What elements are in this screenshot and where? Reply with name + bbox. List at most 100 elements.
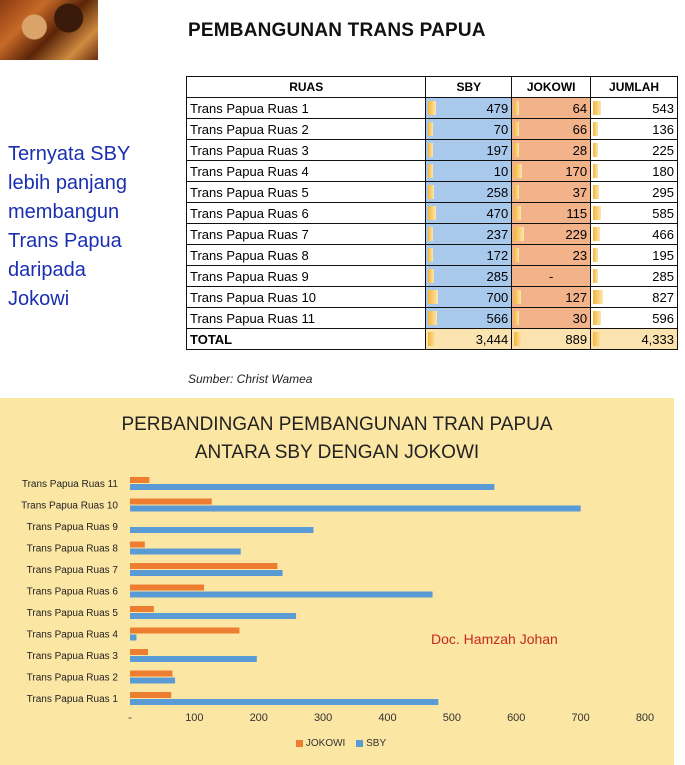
bar-jokowi xyxy=(130,649,149,655)
table-cell-sby: 70 xyxy=(425,118,513,140)
cell-value: 170 xyxy=(565,163,588,179)
data-bar-jumlah xyxy=(593,269,599,283)
data-bar-jokowi xyxy=(514,290,522,304)
side-note-line: daripada xyxy=(8,259,86,281)
watermark-text: Doc. Hamzah Johan xyxy=(431,631,558,647)
category-label: Trans Papua Ruas 4 xyxy=(27,630,119,641)
bar-sby xyxy=(130,613,297,619)
table-cell-ruas: Trans Papua Ruas 11 xyxy=(185,307,427,329)
legend-label-jokowi: JOKOWI xyxy=(305,738,346,749)
cell-value: 566 xyxy=(486,310,509,326)
cell-value: 700 xyxy=(486,289,509,305)
cell-value: 258 xyxy=(486,184,509,200)
table-cell-sby: 10 xyxy=(425,160,513,182)
bar-jokowi xyxy=(130,541,145,548)
cell-value: 28 xyxy=(572,142,588,158)
data-bar-jumlah xyxy=(593,185,600,199)
bar-jokowi xyxy=(130,692,172,698)
data-bar-sby xyxy=(428,227,434,241)
bar-sby xyxy=(130,634,137,641)
cell-value: 479 xyxy=(486,100,509,116)
bar-jokowi xyxy=(130,670,173,677)
table-cell-jokowi: 170 xyxy=(511,160,592,182)
side-note-line: Trans Papua xyxy=(8,230,122,252)
table-cell-ruas: Trans Papua Ruas 9 xyxy=(185,265,427,287)
category-label: Trans Papua Ruas 2 xyxy=(27,673,119,684)
table-row: Trans Papua Ruas 10 700 127 827 xyxy=(185,286,678,308)
table-cell-sby: 197 xyxy=(425,139,513,161)
table-row: Trans Papua Ruas 4 10 170 180 xyxy=(185,160,678,182)
table-cell-ruas: Trans Papua Ruas 1 xyxy=(185,97,427,119)
bar-sby xyxy=(130,527,314,533)
table-cell-sby: 700 xyxy=(425,286,513,308)
bar-jokowi xyxy=(130,606,154,612)
cell-value: 285 xyxy=(486,268,509,284)
table-cell-sby: 172 xyxy=(425,244,513,266)
column-header-sby: SBY xyxy=(425,76,513,98)
data-bar-jumlah xyxy=(593,227,601,241)
table-cell-jokowi: 127 xyxy=(511,286,592,308)
data-bar-jokowi xyxy=(514,122,520,136)
cell-value: 23 xyxy=(572,247,588,263)
cell-value: 64 xyxy=(572,100,588,116)
cell-value: 543 xyxy=(652,100,674,116)
table-row: Trans Papua Ruas 2 70 66 136 xyxy=(185,118,678,140)
cell-value: 4,333 xyxy=(641,331,674,347)
table-cell-jokowi: 889 xyxy=(511,328,592,350)
data-bar-sby xyxy=(428,206,437,220)
cell-value: 596 xyxy=(652,310,674,326)
data-bar-jumlah xyxy=(593,101,602,115)
data-bar-jumlah xyxy=(593,311,602,325)
bar-sby xyxy=(130,656,257,662)
table-cell-sby: 285 xyxy=(425,265,513,287)
data-bar-sby xyxy=(428,101,437,115)
category-label: Trans Papua Ruas 5 xyxy=(27,608,119,619)
bar-sby xyxy=(130,677,176,684)
data-bar-jokowi xyxy=(514,248,520,262)
data-bar-sby xyxy=(428,248,434,262)
data-bar-sby xyxy=(428,311,438,325)
table-row: Trans Papua Ruas 6 470 115 585 xyxy=(185,202,678,224)
category-label: Trans Papua Ruas 6 xyxy=(27,587,119,598)
table-cell-ruas: Trans Papua Ruas 10 xyxy=(185,286,427,308)
data-bar-sby xyxy=(428,122,434,136)
table-cell-jumlah: 4,333 xyxy=(590,328,678,350)
table-cell-jokowi: 115 xyxy=(511,202,592,224)
table-cell-jumlah: 466 xyxy=(590,223,678,245)
table-cell-jumlah: 543 xyxy=(590,97,678,119)
x-tick-label: 800 xyxy=(636,712,654,724)
category-label: Trans Papua Ruas 10 xyxy=(21,501,118,512)
table-row: Trans Papua Ruas 7 237 229 466 xyxy=(185,223,678,245)
x-tick-label: 400 xyxy=(378,712,396,724)
cell-value: 195 xyxy=(652,247,674,263)
legend-swatch-sby xyxy=(356,740,364,747)
cell-value: 237 xyxy=(486,226,509,242)
cell-value: 37 xyxy=(572,184,588,200)
data-table: RUAS SBY JOKOWI JUMLAH Trans Papua Ruas … xyxy=(185,76,678,350)
bar-jokowi xyxy=(130,498,212,505)
category-label: Trans Papua Ruas 8 xyxy=(27,544,119,555)
column-header-jumlah: JUMLAH xyxy=(590,76,678,98)
side-note-line: Ternyata SBY xyxy=(8,143,131,165)
table-cell-jumlah: 136 xyxy=(590,118,678,140)
x-tick-label: - xyxy=(128,712,132,724)
x-tick-label: 200 xyxy=(250,712,268,724)
table-row: Trans Papua Ruas 5 258 37 295 xyxy=(185,181,678,203)
table-cell-jumlah: 285 xyxy=(590,265,678,287)
table-cell-jokowi: 37 xyxy=(511,181,592,203)
cell-value: 285 xyxy=(652,268,674,284)
table-cell-sby: 237 xyxy=(425,223,513,245)
bar-sby xyxy=(130,484,495,490)
table-cell-ruas: Trans Papua Ruas 4 xyxy=(185,160,427,182)
data-bar-sby xyxy=(428,269,435,283)
table-cell-jumlah: 827 xyxy=(590,286,678,308)
table-cell-jokowi: 30 xyxy=(511,307,592,329)
table-row: Trans Papua Ruas 1 479 64 543 xyxy=(185,97,678,119)
bar-sby xyxy=(130,548,241,555)
cell-value: 229 xyxy=(565,226,588,242)
cell-value: 70 xyxy=(493,121,509,137)
cell-value: 115 xyxy=(566,205,588,221)
bar-jokowi xyxy=(130,584,205,591)
legend-label-sby: SBY xyxy=(366,738,387,749)
data-bar-jumlah xyxy=(593,164,599,178)
